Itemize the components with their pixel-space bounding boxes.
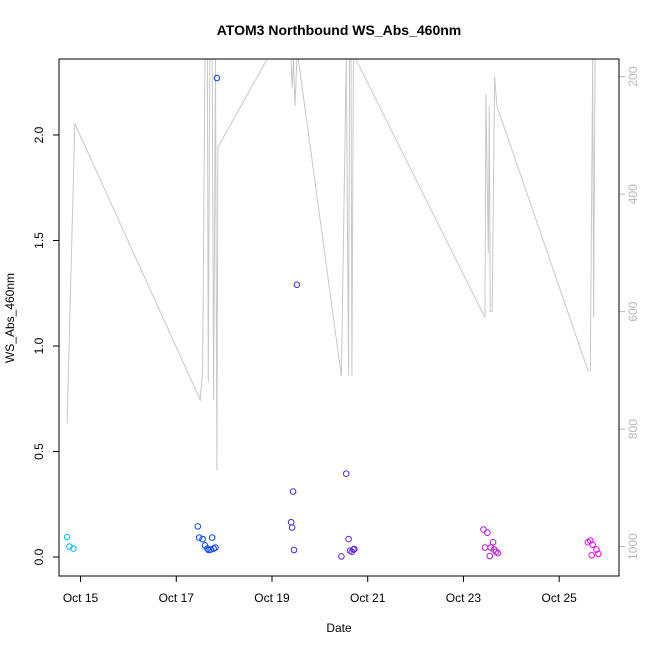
data-point	[494, 549, 502, 557]
data-point	[338, 553, 345, 560]
x-tick-label: Oct 15	[63, 591, 99, 605]
y-tick-label: 1.0	[32, 337, 46, 354]
data-point	[208, 534, 216, 541]
data-point	[481, 544, 489, 551]
y-tick-label: 0.5	[32, 443, 46, 460]
data-point	[345, 535, 352, 543]
x-axis-label: Date	[326, 621, 352, 635]
data-point	[212, 544, 219, 551]
data-point	[490, 546, 498, 553]
y2-tick-label: 1000	[626, 533, 640, 560]
y2-tick-label: 400	[626, 184, 640, 204]
x-tick-label: Oct 19	[254, 591, 290, 605]
data-point	[288, 524, 296, 531]
y-tick-label: 0.0	[32, 548, 46, 565]
data-point	[480, 526, 487, 533]
data-point	[342, 470, 350, 478]
x-tick-label: Oct 25	[541, 591, 577, 605]
line-series	[66, 59, 598, 471]
y2-tick-label: 800	[626, 419, 640, 439]
data-point	[484, 529, 491, 537]
x-tick-label: Oct 23	[446, 591, 482, 605]
data-point	[290, 546, 298, 554]
data-point	[487, 544, 495, 551]
data-point	[199, 535, 206, 543]
y2-tick-label: 200	[626, 66, 640, 86]
data-point	[213, 74, 221, 82]
data-point	[66, 543, 73, 550]
data-point	[293, 281, 301, 289]
data-point	[595, 550, 602, 558]
data-point	[204, 545, 211, 552]
y-axis-label: WS_Abs_460nm	[3, 273, 17, 363]
data-point	[588, 552, 596, 559]
data-point	[194, 523, 202, 530]
data-point	[63, 533, 71, 541]
data-point	[593, 546, 600, 553]
plot-frame	[58, 58, 620, 577]
y2-tick-label: 600	[626, 301, 640, 321]
data-point	[195, 534, 203, 541]
data-point	[589, 541, 597, 549]
chart-title: ATOM3 Northbound WS_Abs_460nm	[217, 22, 462, 38]
data-point	[489, 538, 497, 546]
y-tick-label: 2.0	[32, 126, 46, 143]
data-point	[70, 545, 77, 552]
data-point	[287, 518, 295, 526]
data-point	[492, 548, 500, 556]
data-point	[351, 545, 358, 553]
x-tick-label: Oct 21	[350, 591, 386, 605]
data-point	[289, 488, 297, 495]
x-tick-label: Oct 17	[159, 591, 195, 605]
data-point	[486, 552, 494, 560]
y-tick-label: 1.5	[32, 232, 46, 249]
